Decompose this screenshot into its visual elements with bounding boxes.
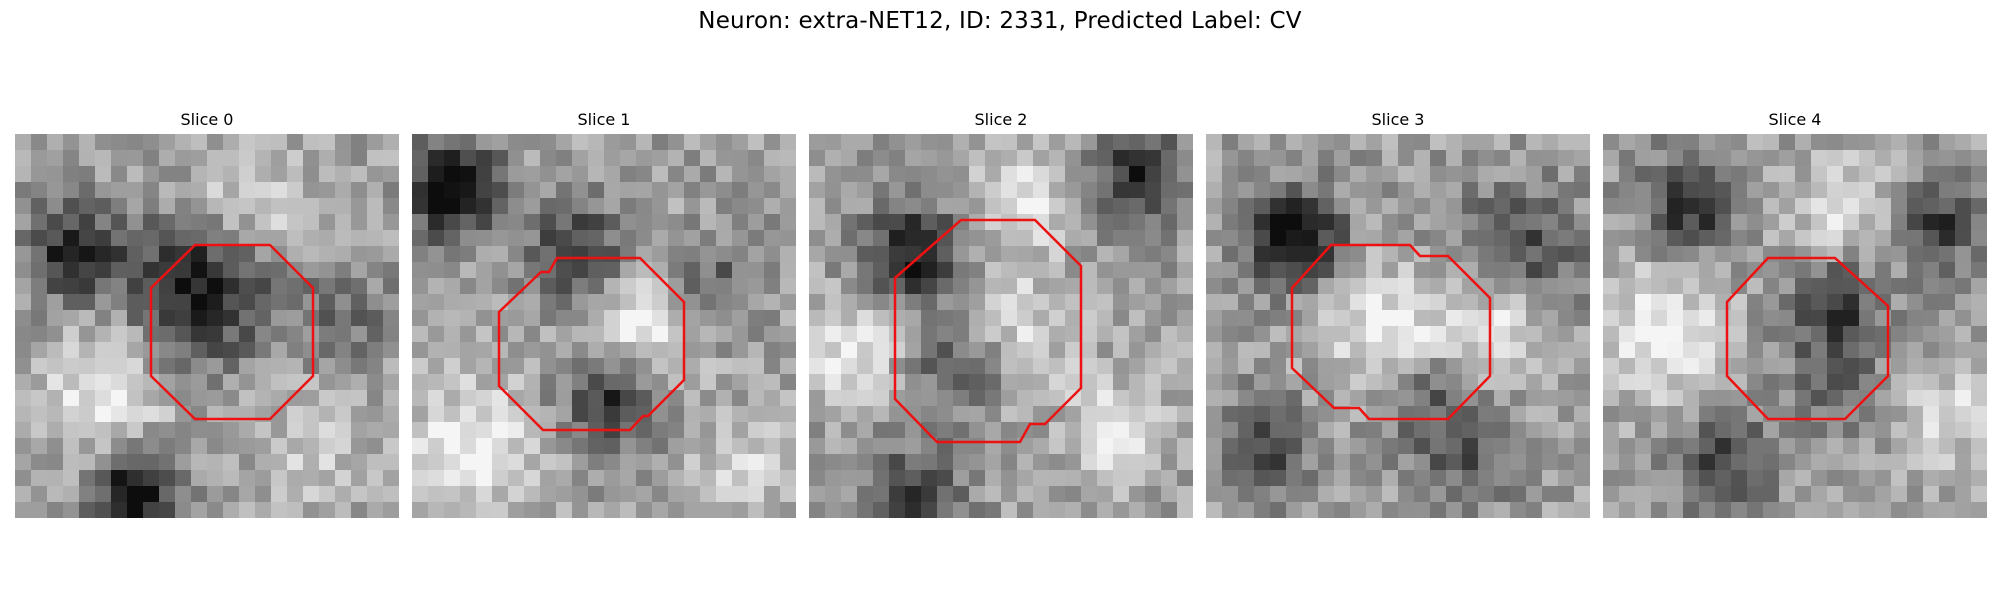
slice-title-1: Slice 1 (577, 110, 631, 129)
figure-title: Neuron: extra-NET12, ID: 2331, Predicted… (698, 8, 1302, 34)
roi-contour-4 (1725, 256, 1890, 421)
roi-contour-3 (1290, 243, 1492, 421)
slice-image-0 (15, 134, 399, 518)
microscopy-image-3 (1206, 134, 1590, 518)
roi-contour-2 (893, 218, 1083, 444)
roi-contour-0 (149, 243, 315, 421)
slice-image-1 (412, 134, 796, 518)
contour-overlay-1 (497, 256, 686, 432)
slice-panel-2: Slice 2 (809, 108, 1193, 518)
microscopy-image-2 (809, 134, 1193, 518)
slice-panel-4: Slice 4 (1603, 108, 1987, 518)
slice-title-0: Slice 0 (180, 110, 234, 129)
contour-overlay-2 (893, 218, 1083, 444)
slice-image-3 (1206, 134, 1590, 518)
contour-overlay-3 (1290, 243, 1492, 421)
slice-image-4 (1603, 134, 1987, 518)
roi-contour-1 (497, 256, 686, 432)
microscopy-image-0 (15, 134, 399, 518)
contour-overlay-4 (1725, 256, 1890, 421)
microscopy-image-4 (1603, 134, 1987, 518)
slice-panel-3: Slice 3 (1206, 108, 1590, 518)
contour-overlay-0 (149, 243, 315, 421)
microscopy-image-1 (412, 134, 796, 518)
slice-title-3: Slice 3 (1371, 110, 1425, 129)
slice-panel-1: Slice 1 (412, 108, 796, 518)
slice-title-2: Slice 2 (974, 110, 1028, 129)
slice-image-2 (809, 134, 1193, 518)
slice-title-4: Slice 4 (1768, 110, 1822, 129)
slice-panel-0: Slice 0 (15, 108, 399, 518)
